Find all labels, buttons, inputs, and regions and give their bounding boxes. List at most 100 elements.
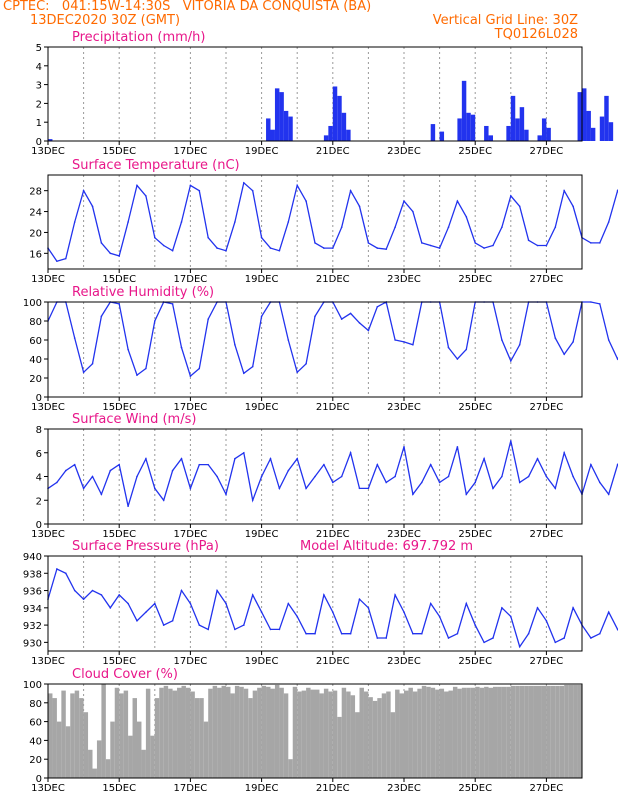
wind-data-point <box>518 481 521 484</box>
cloud-bar <box>239 686 244 778</box>
wind-xtick-label: 15DEC <box>102 529 136 540</box>
cloud-bar <box>297 691 302 778</box>
cloud-bar <box>412 691 418 778</box>
cloud-ytick-label: 40 <box>29 736 42 747</box>
wind-data-point <box>527 475 530 478</box>
cloud-bar <box>119 693 124 778</box>
pres-data-point <box>483 641 485 644</box>
rh-ytick-label: 20 <box>29 374 42 385</box>
rh-data-point <box>501 339 503 341</box>
temp-data-point <box>198 189 201 192</box>
wind-data-point <box>296 457 299 460</box>
temp-xtick-label: 13DEC <box>31 274 65 285</box>
rh-data-point <box>100 315 103 318</box>
cloud-bar <box>137 721 142 778</box>
temp-data-point <box>145 195 147 197</box>
wind-xtick-label: 25DEC <box>458 529 492 540</box>
precip-bar <box>341 112 347 141</box>
cloud-bar <box>212 685 218 778</box>
pres-data-point <box>251 594 254 596</box>
precip-bar <box>48 139 53 141</box>
precip-xtick-label: 25DEC <box>458 146 492 157</box>
pres-data-point <box>91 589 94 592</box>
pres-data-point <box>501 607 503 609</box>
cloud-bar <box>279 687 284 778</box>
cloud-xtick-label: 21DEC <box>316 783 350 794</box>
rh-data-point <box>73 337 76 339</box>
temp-data-point <box>305 200 307 202</box>
precip-bar <box>346 129 351 141</box>
cloud-bar <box>257 687 262 778</box>
wind-data-point <box>536 457 539 460</box>
pres-ytick-label: 936 <box>23 587 42 598</box>
wind-data-point <box>492 487 494 490</box>
rh-data-point <box>554 337 557 339</box>
pres-data-point <box>189 602 192 605</box>
precip-bar <box>466 112 471 141</box>
precip-ytick-label: 2 <box>36 99 42 110</box>
cloud-bar <box>150 735 155 778</box>
temp-data-point <box>243 182 245 184</box>
rh-xtick-label: 17DEC <box>174 402 208 413</box>
cloud-bar <box>573 684 578 778</box>
pres-data-point <box>385 637 388 639</box>
cloud-bar <box>310 689 315 778</box>
cloud-bar <box>194 698 200 778</box>
wind-data-point <box>394 475 396 478</box>
rh-xtick-label: 23DEC <box>387 402 421 413</box>
pres-data-point <box>349 632 352 635</box>
precip-xtick-label: 19DEC <box>245 146 279 157</box>
pres-data-point <box>56 568 58 570</box>
pres-data-point <box>447 637 450 639</box>
wind-data-point <box>118 463 120 466</box>
pres-ytick-label: 930 <box>23 638 42 649</box>
rh-data-point <box>510 360 512 362</box>
wind-data-point <box>501 475 503 478</box>
wind-data-point <box>260 475 263 478</box>
wind-data-point <box>572 475 574 478</box>
cloud-xtick-label: 13DEC <box>31 783 65 794</box>
pres-data-point <box>332 611 334 613</box>
wind-ytick-label: 2 <box>36 496 42 507</box>
wind-data-point <box>171 469 174 472</box>
pres-data-point <box>180 589 183 592</box>
temp-data-point <box>385 248 388 250</box>
rh-data-point <box>572 341 574 343</box>
rh-ytick-label: 0 <box>36 393 42 404</box>
cloud-bar <box>248 698 253 778</box>
cloud-bar <box>101 684 106 778</box>
cloud-ytick-label: 100 <box>23 680 42 691</box>
temp-data-point <box>234 221 236 223</box>
wind-data-point <box>376 463 379 466</box>
wind-ytick-label: 4 <box>36 473 42 484</box>
pres-data-point <box>492 637 494 639</box>
pres-data-point <box>216 589 218 592</box>
wind-data-point <box>403 446 405 448</box>
precip-bar <box>274 88 280 141</box>
precip-bar <box>283 110 289 141</box>
precip-bar <box>484 125 489 141</box>
pres-data-point <box>65 572 67 575</box>
temp-data-point <box>100 242 103 244</box>
temp-data-point <box>358 205 361 208</box>
precip-bar <box>515 118 520 141</box>
precip-bar <box>604 95 609 141</box>
wind-title: Surface Wind (m/s) <box>72 412 196 427</box>
vertical-grid-label: Vertical Grid Line: 30Z <box>432 13 578 28</box>
pres-data-point <box>73 589 76 592</box>
cloud-bar <box>217 687 222 778</box>
wind-data-point <box>429 463 432 466</box>
wind-data-point <box>421 481 423 484</box>
wind-data-point <box>563 451 565 454</box>
cloud-xtick-label: 27DEC <box>530 783 564 794</box>
pres-ytick-label: 938 <box>23 569 42 580</box>
cloud-bar <box>533 685 538 778</box>
wind-data-point <box>180 457 183 460</box>
precip-bar <box>279 92 284 141</box>
pres-data-point <box>518 645 521 648</box>
rh-data-point <box>563 353 565 356</box>
rh-data-point <box>180 346 183 349</box>
cloud-bar <box>328 691 333 778</box>
temp-data-point <box>91 205 94 208</box>
